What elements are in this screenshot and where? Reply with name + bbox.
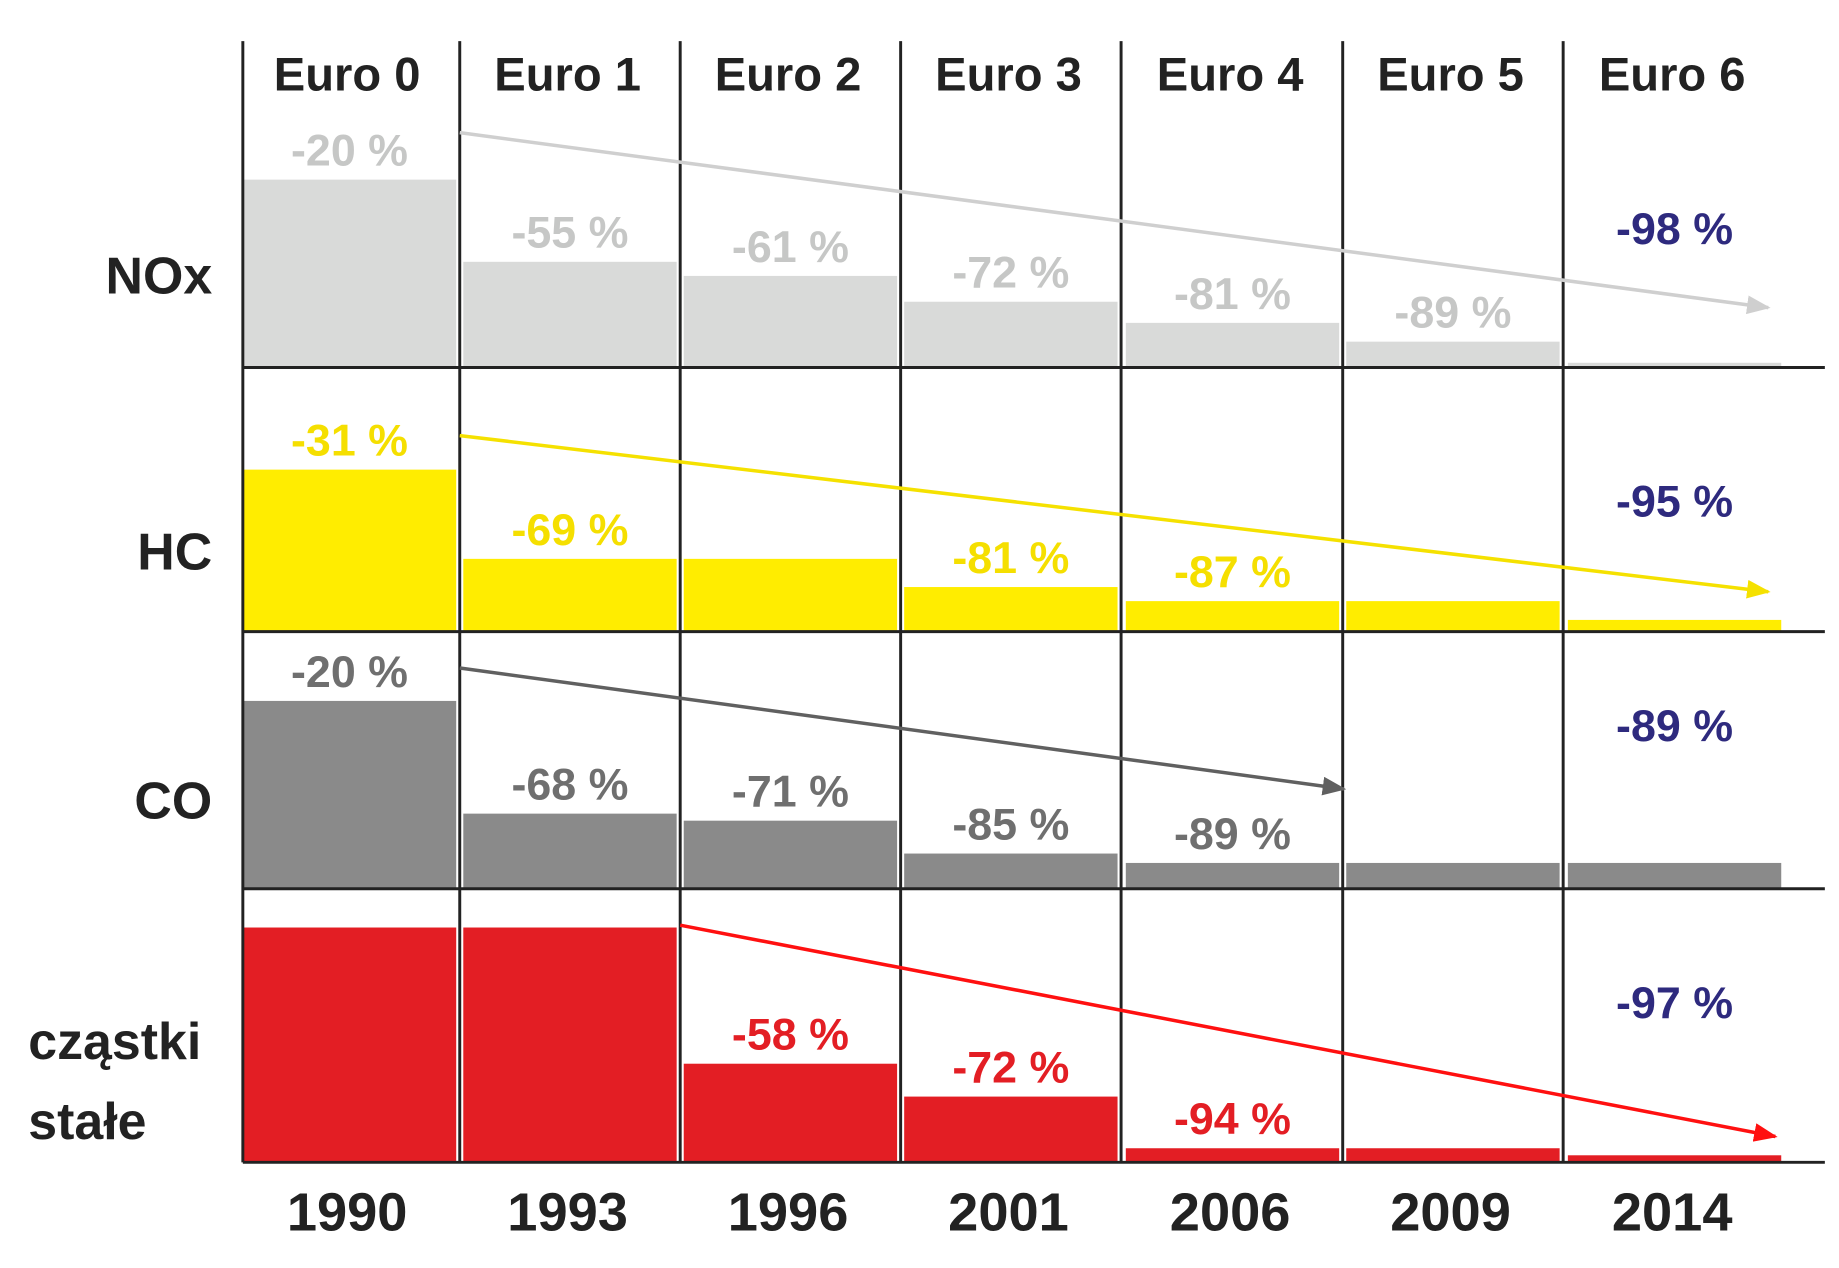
- bar-NOx-euro-4: [1125, 322, 1340, 368]
- bar-HC-euro-4: [1125, 601, 1340, 632]
- bar-NOx-euro-3: [904, 301, 1118, 368]
- bar-NOx-euro-1: [463, 261, 677, 368]
- data-label: -89 %: [1616, 702, 1733, 751]
- x-tick-label: 2014: [1612, 1183, 1733, 1243]
- data-label: -55 %: [511, 209, 628, 258]
- bar-CO-euro-5: [1346, 862, 1560, 889]
- trend-arrow: [459, 666, 1347, 796]
- data-label: -69 %: [511, 506, 628, 555]
- column-header: Euro 1: [494, 47, 641, 100]
- column-header: Euro 4: [1157, 47, 1304, 100]
- trend-arrow: [459, 433, 1771, 599]
- x-tick-label: 1996: [728, 1183, 849, 1243]
- x-tick-label: 2001: [948, 1183, 1069, 1243]
- row-label: cząstki: [28, 1012, 201, 1070]
- bar-cząstki-stałe-euro-4: [1125, 1148, 1340, 1163]
- data-label: -31 %: [291, 417, 408, 466]
- column-header: Euro 5: [1377, 47, 1524, 100]
- bar-HC-euro-6: [1567, 619, 1782, 632]
- bar-HC-euro-1: [463, 558, 677, 632]
- x-tick-label: 2009: [1390, 1183, 1511, 1243]
- column-header: Euro 3: [935, 47, 1082, 100]
- data-label: -89 %: [1174, 810, 1291, 859]
- data-label: -58 %: [732, 1011, 849, 1060]
- data-label: -81 %: [952, 534, 1069, 583]
- bar-CO-euro-0: [242, 700, 457, 889]
- data-label: -81 %: [1174, 270, 1291, 319]
- bar-HC-euro-2: [683, 558, 898, 632]
- data-label: -97 %: [1616, 979, 1733, 1028]
- row-label: CO: [134, 771, 212, 829]
- data-label: -20 %: [291, 127, 408, 176]
- data-label: -68 %: [511, 761, 628, 810]
- bar-NOx-euro-0: [242, 179, 457, 368]
- x-tick-label: 1990: [287, 1183, 408, 1243]
- bar-HC-euro-5: [1346, 601, 1560, 632]
- bar-cząstki-stałe-euro-1: [463, 927, 677, 1163]
- row-label: stałe: [28, 1092, 146, 1150]
- column-header: Euro 2: [715, 47, 862, 100]
- column-header: Euro 6: [1599, 47, 1746, 100]
- data-label: -87 %: [1174, 548, 1291, 597]
- bar-CO-euro-1: [463, 813, 677, 889]
- data-label: -98 %: [1616, 205, 1733, 254]
- row-label: NOx: [106, 247, 213, 305]
- bar-NOx-euro-5: [1346, 341, 1560, 368]
- data-label: -72 %: [952, 1044, 1069, 1093]
- bar-cząstki-stałe-euro-6: [1567, 1155, 1782, 1163]
- bar-cząstki-stałe-euro-3: [904, 1096, 1118, 1163]
- bar-cząstki-stałe-euro-5: [1346, 1148, 1560, 1163]
- bar-CO-euro-4: [1125, 862, 1340, 889]
- data-label: -95 %: [1616, 478, 1733, 527]
- x-tick-label: 1993: [507, 1183, 628, 1243]
- trend-arrow: [459, 130, 1771, 315]
- data-label: -85 %: [952, 801, 1069, 850]
- row-label: HC: [137, 523, 212, 581]
- bar-cząstki-stałe-euro-2: [683, 1063, 898, 1163]
- bar-NOx-euro-2: [683, 275, 898, 368]
- bar-NOx-euro-6: [1567, 362, 1782, 368]
- column-header: Euro 0: [274, 47, 421, 100]
- x-tick-label: 2006: [1170, 1183, 1291, 1243]
- data-label: -20 %: [291, 648, 408, 697]
- bar-cząstki-stałe-euro-0: [242, 927, 457, 1163]
- data-label: -72 %: [952, 249, 1069, 298]
- data-label: -89 %: [1394, 289, 1511, 338]
- bar-HC-euro-0: [242, 469, 457, 632]
- bar-CO-euro-6: [1567, 862, 1782, 889]
- data-label: -71 %: [732, 768, 849, 817]
- data-label: -61 %: [732, 223, 849, 272]
- bar-CO-euro-3: [904, 853, 1118, 889]
- data-label: -94 %: [1174, 1095, 1291, 1144]
- trend-arrow: [679, 923, 1778, 1142]
- bar-HC-euro-3: [904, 587, 1118, 632]
- bar-CO-euro-2: [683, 820, 898, 889]
